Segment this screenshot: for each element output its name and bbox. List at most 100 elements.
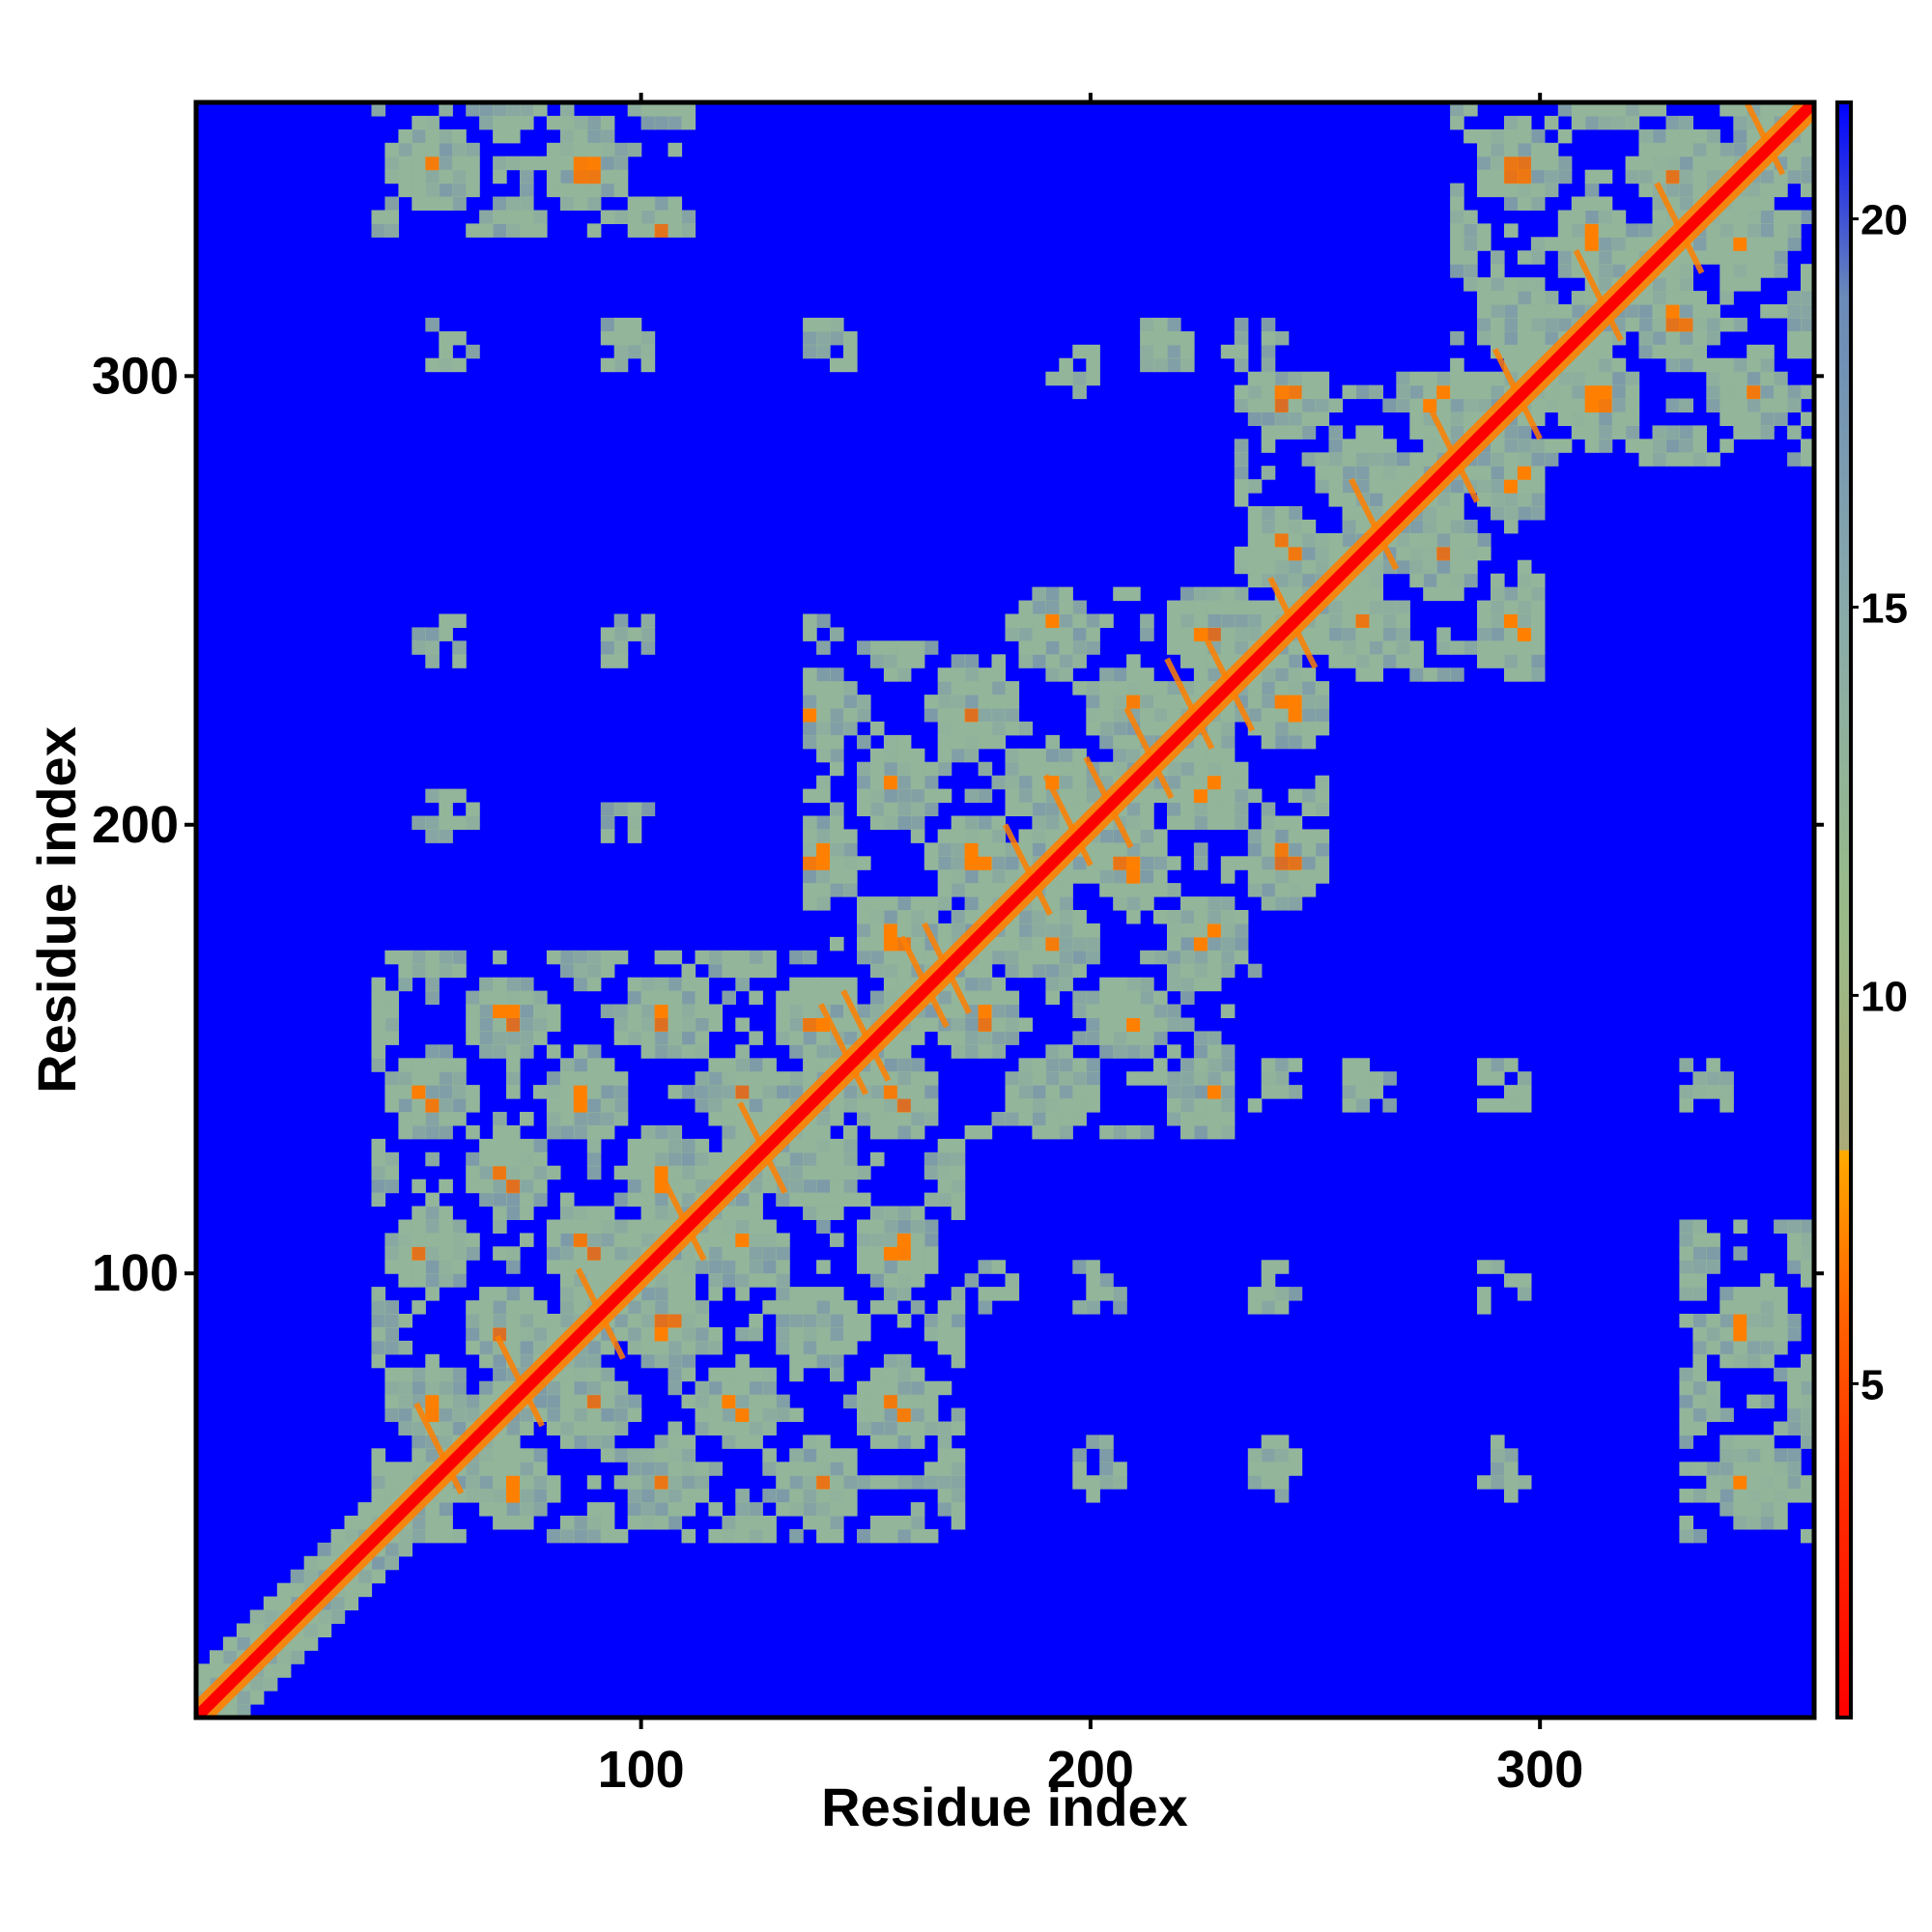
- heatmap-cell: [1005, 1017, 1020, 1032]
- heatmap-cell: [816, 708, 831, 723]
- heatmap-cell: [398, 1124, 412, 1140]
- heatmap-cell: [573, 1421, 588, 1435]
- heatmap-cell: [910, 1098, 925, 1113]
- heatmap-cell: [776, 1085, 790, 1099]
- heatmap-cell: [586, 223, 602, 238]
- heatmap-cell: [452, 128, 467, 144]
- heatmap-cell: [1261, 344, 1276, 359]
- heatmap-cell: [1193, 936, 1208, 952]
- heatmap-cell: [1382, 452, 1397, 467]
- heatmap-cell: [600, 1219, 615, 1234]
- heatmap-cell: [412, 627, 426, 641]
- heatmap-cell: [222, 1650, 238, 1664]
- heatmap-cell: [559, 1300, 575, 1315]
- heatmap-cell: [951, 1353, 966, 1369]
- heatmap-cell: [1409, 519, 1424, 534]
- heatmap-cell: [1086, 1287, 1100, 1301]
- heatmap-cell: [1328, 627, 1344, 641]
- heatmap-cell: [1328, 439, 1344, 453]
- heatmap-cell: [1463, 519, 1478, 534]
- heatmap-cell: [1733, 371, 1747, 386]
- heatmap-cell: [1571, 398, 1586, 412]
- heatmap-cell: [371, 210, 386, 224]
- heatmap-cell: [668, 1367, 683, 1382]
- heatmap-cell: [640, 640, 656, 655]
- heatmap-cell: [1436, 506, 1451, 521]
- heatmap-cell: [843, 1489, 858, 1503]
- heatmap-cell: [1598, 398, 1613, 412]
- heatmap-cell: [1167, 330, 1181, 346]
- heatmap-cell: [789, 1502, 804, 1517]
- heatmap-cell: [439, 815, 453, 830]
- heatmap-cell: [398, 1475, 412, 1490]
- heatmap-cell: [1274, 829, 1290, 843]
- heatmap-cell: [978, 761, 993, 777]
- heatmap-cell: [1787, 1407, 1802, 1422]
- heatmap-cell: [1234, 950, 1249, 965]
- heatmap-cell: [951, 1462, 966, 1476]
- heatmap-cell: [762, 1246, 777, 1261]
- heatmap-cell: [1450, 102, 1464, 117]
- heatmap-cell: [1584, 344, 1600, 359]
- heatmap-cell: [1625, 250, 1640, 265]
- heatmap-cell: [1113, 734, 1127, 750]
- heatmap-cell: [749, 1367, 763, 1382]
- heatmap-cell: [1045, 829, 1060, 843]
- heatmap-cell: [1463, 210, 1478, 224]
- heatmap-cell: [1504, 277, 1519, 292]
- heatmap-cell: [600, 1112, 615, 1126]
- heatmap-cell: [627, 102, 642, 117]
- heatmap-cell: [843, 1138, 858, 1153]
- heatmap-cell: [896, 896, 912, 911]
- heatmap-cell: [371, 1448, 386, 1463]
- heatmap-cell: [1504, 1448, 1519, 1463]
- heatmap-cell: [1733, 317, 1747, 332]
- heatmap-cell: [964, 1017, 980, 1032]
- heatmap-cell: [749, 990, 763, 1006]
- heatmap-cell: [533, 1326, 548, 1342]
- heatmap-cell: [1059, 1085, 1073, 1099]
- heatmap-cell: [1504, 317, 1519, 332]
- heatmap-cell: [1113, 1124, 1127, 1140]
- heatmap-cell: [559, 1206, 575, 1220]
- heatmap-cell: [1261, 734, 1276, 750]
- heatmap-cell: [1517, 128, 1532, 144]
- heatmap-cell: [466, 156, 480, 171]
- heatmap-cell: [776, 1314, 790, 1328]
- heatmap-cell: [1301, 371, 1317, 386]
- heatmap-cell: [1584, 237, 1600, 251]
- heatmap-cell: [695, 1151, 710, 1167]
- heatmap-cell: [1369, 613, 1383, 628]
- heatmap-cell: [559, 1233, 575, 1247]
- heatmap-cell: [1369, 452, 1383, 467]
- heatmap-cell: [1801, 277, 1814, 292]
- heatmap-cell: [586, 1233, 602, 1247]
- heatmap-cell: [425, 1219, 440, 1234]
- heatmap-cell: [1409, 546, 1424, 561]
- heatmap-cell: [1086, 708, 1100, 723]
- heatmap-cell: [708, 1260, 723, 1274]
- heatmap-cell: [896, 1233, 912, 1247]
- heatmap-cell: [789, 1462, 804, 1476]
- heatmap-cell: [1140, 1017, 1154, 1032]
- heatmap-cell: [1598, 412, 1613, 426]
- heatmap-cell: [1774, 250, 1788, 265]
- heatmap-cell: [640, 627, 656, 641]
- heatmap-cell: [951, 1004, 966, 1018]
- heatmap-cell: [964, 721, 980, 736]
- heatmap-cell: [452, 815, 467, 830]
- heatmap-cell: [1328, 640, 1344, 655]
- heatmap-cell: [384, 1394, 399, 1409]
- heatmap-cell: [384, 1246, 399, 1261]
- heatmap-cell: [668, 1138, 683, 1153]
- heatmap-cell: [978, 950, 993, 965]
- heatmap-cell: [1140, 330, 1154, 346]
- heatmap-cell: [586, 1421, 602, 1435]
- heatmap-cell: [654, 1287, 669, 1301]
- heatmap-cell: [520, 183, 534, 198]
- heatmap-cell: [1274, 1260, 1290, 1274]
- heatmap-cell: [1491, 250, 1505, 265]
- heatmap-cell: [937, 1489, 952, 1503]
- heatmap-cell: [559, 1085, 575, 1099]
- heatmap-cell: [384, 223, 399, 238]
